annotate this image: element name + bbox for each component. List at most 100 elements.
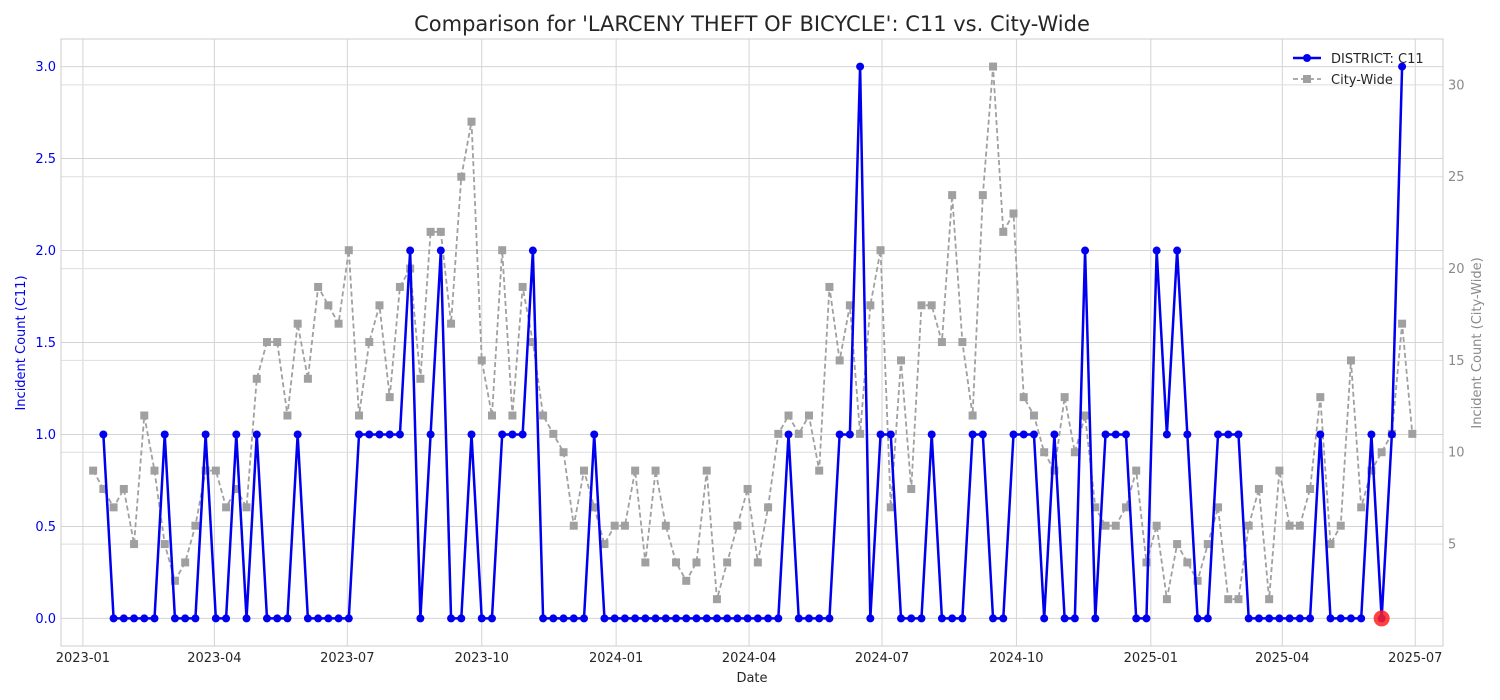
data-point-citywide bbox=[191, 521, 200, 530]
y-right-tick-label: 20 bbox=[1448, 262, 1465, 277]
data-point-citywide bbox=[1111, 521, 1120, 530]
data-point-citywide bbox=[150, 466, 159, 475]
data-point-citywide bbox=[477, 356, 486, 365]
y-left-tick-label: 3.0 bbox=[35, 60, 56, 75]
data-point-c11 bbox=[815, 614, 824, 623]
data-point-c11 bbox=[1275, 614, 1284, 623]
data-point-citywide bbox=[764, 503, 773, 512]
data-point-c11 bbox=[641, 614, 650, 623]
data-point-c11 bbox=[303, 614, 312, 623]
data-point-c11 bbox=[610, 614, 619, 623]
data-point-c11 bbox=[1265, 614, 1274, 623]
data-point-c11 bbox=[1152, 246, 1161, 255]
data-point-c11 bbox=[897, 614, 906, 623]
data-point-c11 bbox=[539, 614, 548, 623]
data-point-c11 bbox=[232, 430, 241, 439]
data-point-citywide bbox=[958, 338, 967, 347]
y-right-tick-label: 30 bbox=[1448, 78, 1465, 93]
data-point-citywide bbox=[1162, 595, 1171, 604]
data-point-c11 bbox=[948, 614, 957, 623]
data-point-c11 bbox=[1234, 430, 1243, 439]
highlight-marker bbox=[1373, 610, 1390, 627]
data-point-c11 bbox=[590, 430, 599, 439]
data-point-citywide bbox=[355, 411, 364, 420]
data-point-c11 bbox=[907, 614, 916, 623]
data-point-citywide bbox=[794, 429, 803, 438]
data-point-citywide bbox=[160, 540, 169, 549]
data-point-citywide bbox=[457, 172, 466, 181]
data-point-citywide bbox=[324, 301, 333, 310]
data-point-citywide bbox=[978, 191, 987, 200]
data-point-c11 bbox=[1336, 614, 1345, 623]
data-point-c11 bbox=[1244, 614, 1253, 623]
data-point-citywide bbox=[109, 503, 118, 512]
data-point-c11 bbox=[150, 614, 159, 623]
data-point-c11 bbox=[518, 430, 527, 439]
data-point-citywide bbox=[1101, 521, 1110, 530]
data-point-c11 bbox=[989, 614, 998, 623]
data-point-citywide bbox=[631, 466, 640, 475]
data-point-citywide bbox=[733, 521, 742, 530]
data-point-citywide bbox=[1285, 521, 1294, 530]
data-point-c11 bbox=[1183, 430, 1192, 439]
y-right-tick-label: 10 bbox=[1448, 446, 1465, 461]
data-point-c11 bbox=[835, 430, 844, 439]
data-point-citywide bbox=[1203, 540, 1212, 549]
data-point-citywide bbox=[937, 338, 946, 347]
data-point-c11 bbox=[825, 614, 834, 623]
data-point-c11 bbox=[692, 614, 701, 623]
data-point-c11 bbox=[1295, 614, 1304, 623]
data-point-citywide bbox=[498, 246, 507, 255]
data-point-citywide bbox=[999, 227, 1008, 236]
data-point-c11 bbox=[262, 614, 271, 623]
legend: DISTRICT: C11 City-Wide bbox=[1293, 52, 1424, 88]
data-point-c11 bbox=[1316, 430, 1325, 439]
data-point-c11 bbox=[170, 614, 179, 623]
y-left-tick-label: 2.5 bbox=[35, 152, 56, 167]
data-point-c11 bbox=[569, 614, 578, 623]
data-point-citywide bbox=[1295, 521, 1304, 530]
data-point-c11 bbox=[651, 614, 660, 623]
data-point-c11 bbox=[1081, 246, 1090, 255]
y-axis-left-label: Incident Count (C11) bbox=[14, 275, 29, 410]
data-point-citywide bbox=[140, 411, 149, 420]
data-point-c11 bbox=[1203, 614, 1212, 623]
data-point-citywide bbox=[201, 466, 210, 475]
data-point-c11 bbox=[1040, 614, 1049, 623]
data-point-citywide bbox=[1019, 393, 1028, 402]
data-point-c11 bbox=[702, 614, 711, 623]
data-point-citywide bbox=[375, 301, 384, 310]
data-point-c11 bbox=[661, 614, 670, 623]
data-point-citywide bbox=[600, 540, 609, 549]
y-right-tick-label: 25 bbox=[1448, 170, 1465, 185]
data-point-c11 bbox=[1132, 614, 1141, 623]
data-point-c11 bbox=[375, 430, 384, 439]
data-point-c11 bbox=[1254, 614, 1263, 623]
data-point-citywide bbox=[559, 448, 568, 457]
data-point-citywide bbox=[283, 411, 292, 420]
data-point-c11 bbox=[487, 614, 496, 623]
data-point-c11 bbox=[937, 614, 946, 623]
data-point-c11 bbox=[1009, 430, 1018, 439]
data-point-citywide bbox=[1070, 448, 1079, 457]
data-point-citywide bbox=[702, 466, 711, 475]
data-point-c11 bbox=[804, 614, 813, 623]
data-point-citywide bbox=[99, 484, 108, 493]
data-point-c11 bbox=[1306, 614, 1315, 623]
data-point-c11 bbox=[1019, 430, 1028, 439]
data-point-c11 bbox=[723, 614, 732, 623]
data-point-citywide bbox=[886, 503, 895, 512]
data-point-c11 bbox=[978, 430, 987, 439]
data-point-citywide bbox=[569, 521, 578, 530]
data-point-c11 bbox=[140, 614, 149, 623]
data-point-c11 bbox=[477, 614, 486, 623]
data-point-c11 bbox=[845, 430, 854, 439]
data-point-citywide bbox=[1377, 448, 1386, 457]
data-point-c11 bbox=[559, 614, 568, 623]
data-point-c11 bbox=[958, 614, 967, 623]
data-point-citywide bbox=[1346, 356, 1355, 365]
data-point-citywide bbox=[549, 429, 558, 438]
data-point-citywide bbox=[1142, 558, 1151, 567]
data-point-citywide bbox=[539, 411, 548, 420]
